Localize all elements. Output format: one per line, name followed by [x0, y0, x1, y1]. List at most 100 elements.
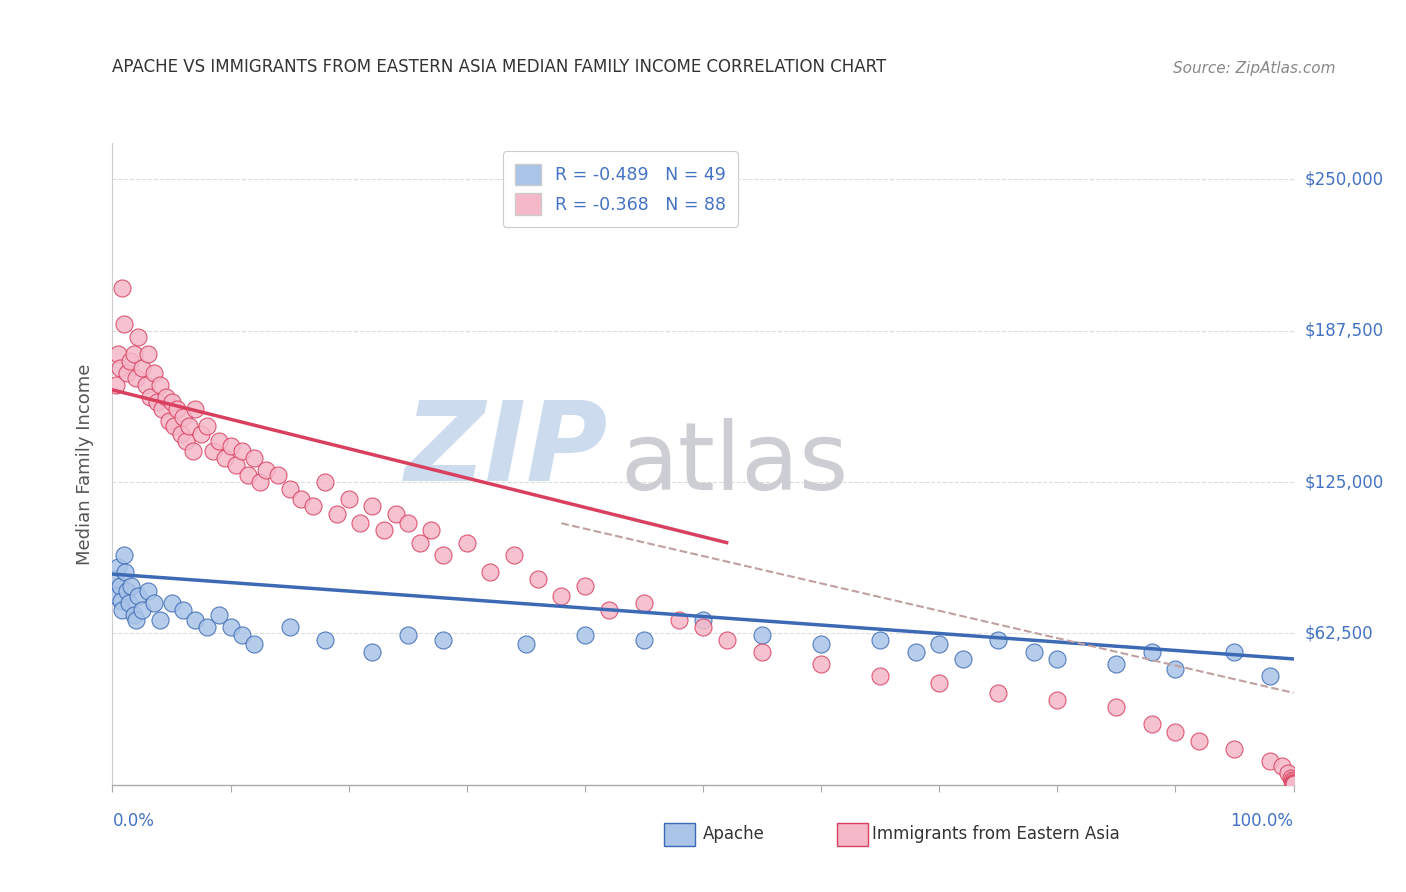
Point [142, 596, 165, 610]
Point [122, 346, 145, 360]
Point [160, 596, 183, 610]
Point [131, 603, 153, 617]
Point [1105, 700, 1128, 714]
Point [190, 426, 212, 441]
Point [163, 419, 186, 434]
Point [149, 378, 172, 392]
Point [1188, 734, 1211, 748]
Point [385, 507, 408, 521]
Y-axis label: Median Family Income: Median Family Income [76, 363, 94, 565]
Point [1164, 724, 1187, 739]
Point [692, 620, 714, 634]
Point [127, 329, 149, 343]
Point [349, 516, 371, 531]
Text: Immigrants from Eastern Asia: Immigrants from Eastern Asia [872, 825, 1119, 843]
Point [928, 637, 950, 651]
Point [633, 632, 655, 647]
Point [195, 620, 218, 634]
Point [550, 589, 572, 603]
Point [1022, 645, 1045, 659]
Point [105, 378, 128, 392]
Text: 0.0%: 0.0% [112, 812, 155, 830]
Text: APACHE VS IMMIGRANTS FROM EASTERN ASIA MEDIAN FAMILY INCOME CORRELATION CHART: APACHE VS IMMIGRANTS FROM EASTERN ASIA M… [112, 58, 887, 76]
Point [120, 354, 142, 368]
Point [1140, 717, 1163, 731]
Legend: R = -0.489   N = 49, R = -0.368   N = 88: R = -0.489 N = 49, R = -0.368 N = 88 [503, 152, 738, 227]
Point [361, 645, 384, 659]
Point [314, 632, 336, 647]
Text: ZIP: ZIP [405, 398, 609, 505]
Point [1282, 776, 1305, 790]
Point [810, 657, 832, 671]
Point [201, 443, 224, 458]
Point [574, 628, 596, 642]
Point [136, 346, 159, 360]
Point [928, 676, 950, 690]
Point [238, 467, 260, 482]
Point [219, 620, 242, 634]
Point [107, 346, 129, 360]
Point [125, 613, 148, 627]
Point [243, 450, 266, 465]
Text: 100.0%: 100.0% [1230, 812, 1294, 830]
Point [373, 524, 395, 538]
Point [208, 434, 231, 448]
Point [111, 281, 134, 295]
Text: $62,500: $62,500 [1305, 624, 1374, 642]
Point [432, 632, 454, 647]
Point [195, 419, 218, 434]
Text: $187,500: $187,500 [1305, 321, 1384, 340]
Point [114, 565, 136, 579]
Point [214, 450, 236, 465]
Point [408, 535, 430, 549]
Point [157, 414, 180, 428]
Point [120, 579, 142, 593]
Point [1223, 645, 1246, 659]
Point [278, 620, 301, 634]
Point [1258, 669, 1281, 683]
Point [179, 419, 201, 434]
Point [456, 535, 478, 549]
Point [479, 565, 502, 579]
Point [1140, 645, 1163, 659]
Point [115, 366, 138, 380]
Point [526, 572, 548, 586]
Point [172, 603, 194, 617]
Point [503, 548, 526, 562]
Point [314, 475, 336, 489]
Point [149, 613, 172, 627]
Point [225, 458, 247, 472]
Point [1105, 657, 1128, 671]
Point [104, 572, 127, 586]
Point [420, 524, 443, 538]
Point [1282, 777, 1305, 791]
Point [184, 402, 207, 417]
Point [139, 390, 162, 404]
Point [105, 589, 128, 603]
Point [112, 548, 135, 562]
Point [254, 463, 277, 477]
Point [174, 434, 197, 448]
Point [172, 409, 194, 424]
Point [181, 443, 204, 458]
Point [219, 439, 242, 453]
Point [302, 500, 325, 514]
Point [515, 637, 537, 651]
Point [115, 584, 138, 599]
Point [668, 613, 690, 627]
Point [1282, 777, 1305, 791]
Point [1046, 652, 1069, 666]
Point [135, 378, 157, 392]
Text: Source: ZipAtlas.com: Source: ZipAtlas.com [1173, 61, 1336, 76]
Point [1046, 693, 1069, 707]
Point [574, 579, 596, 593]
Point [278, 483, 301, 497]
Point [1281, 773, 1303, 788]
Point [432, 548, 454, 562]
Point [231, 443, 253, 458]
Point [267, 467, 290, 482]
Point [869, 632, 891, 647]
Point [231, 628, 253, 642]
Point [127, 589, 149, 603]
Point [150, 402, 173, 417]
